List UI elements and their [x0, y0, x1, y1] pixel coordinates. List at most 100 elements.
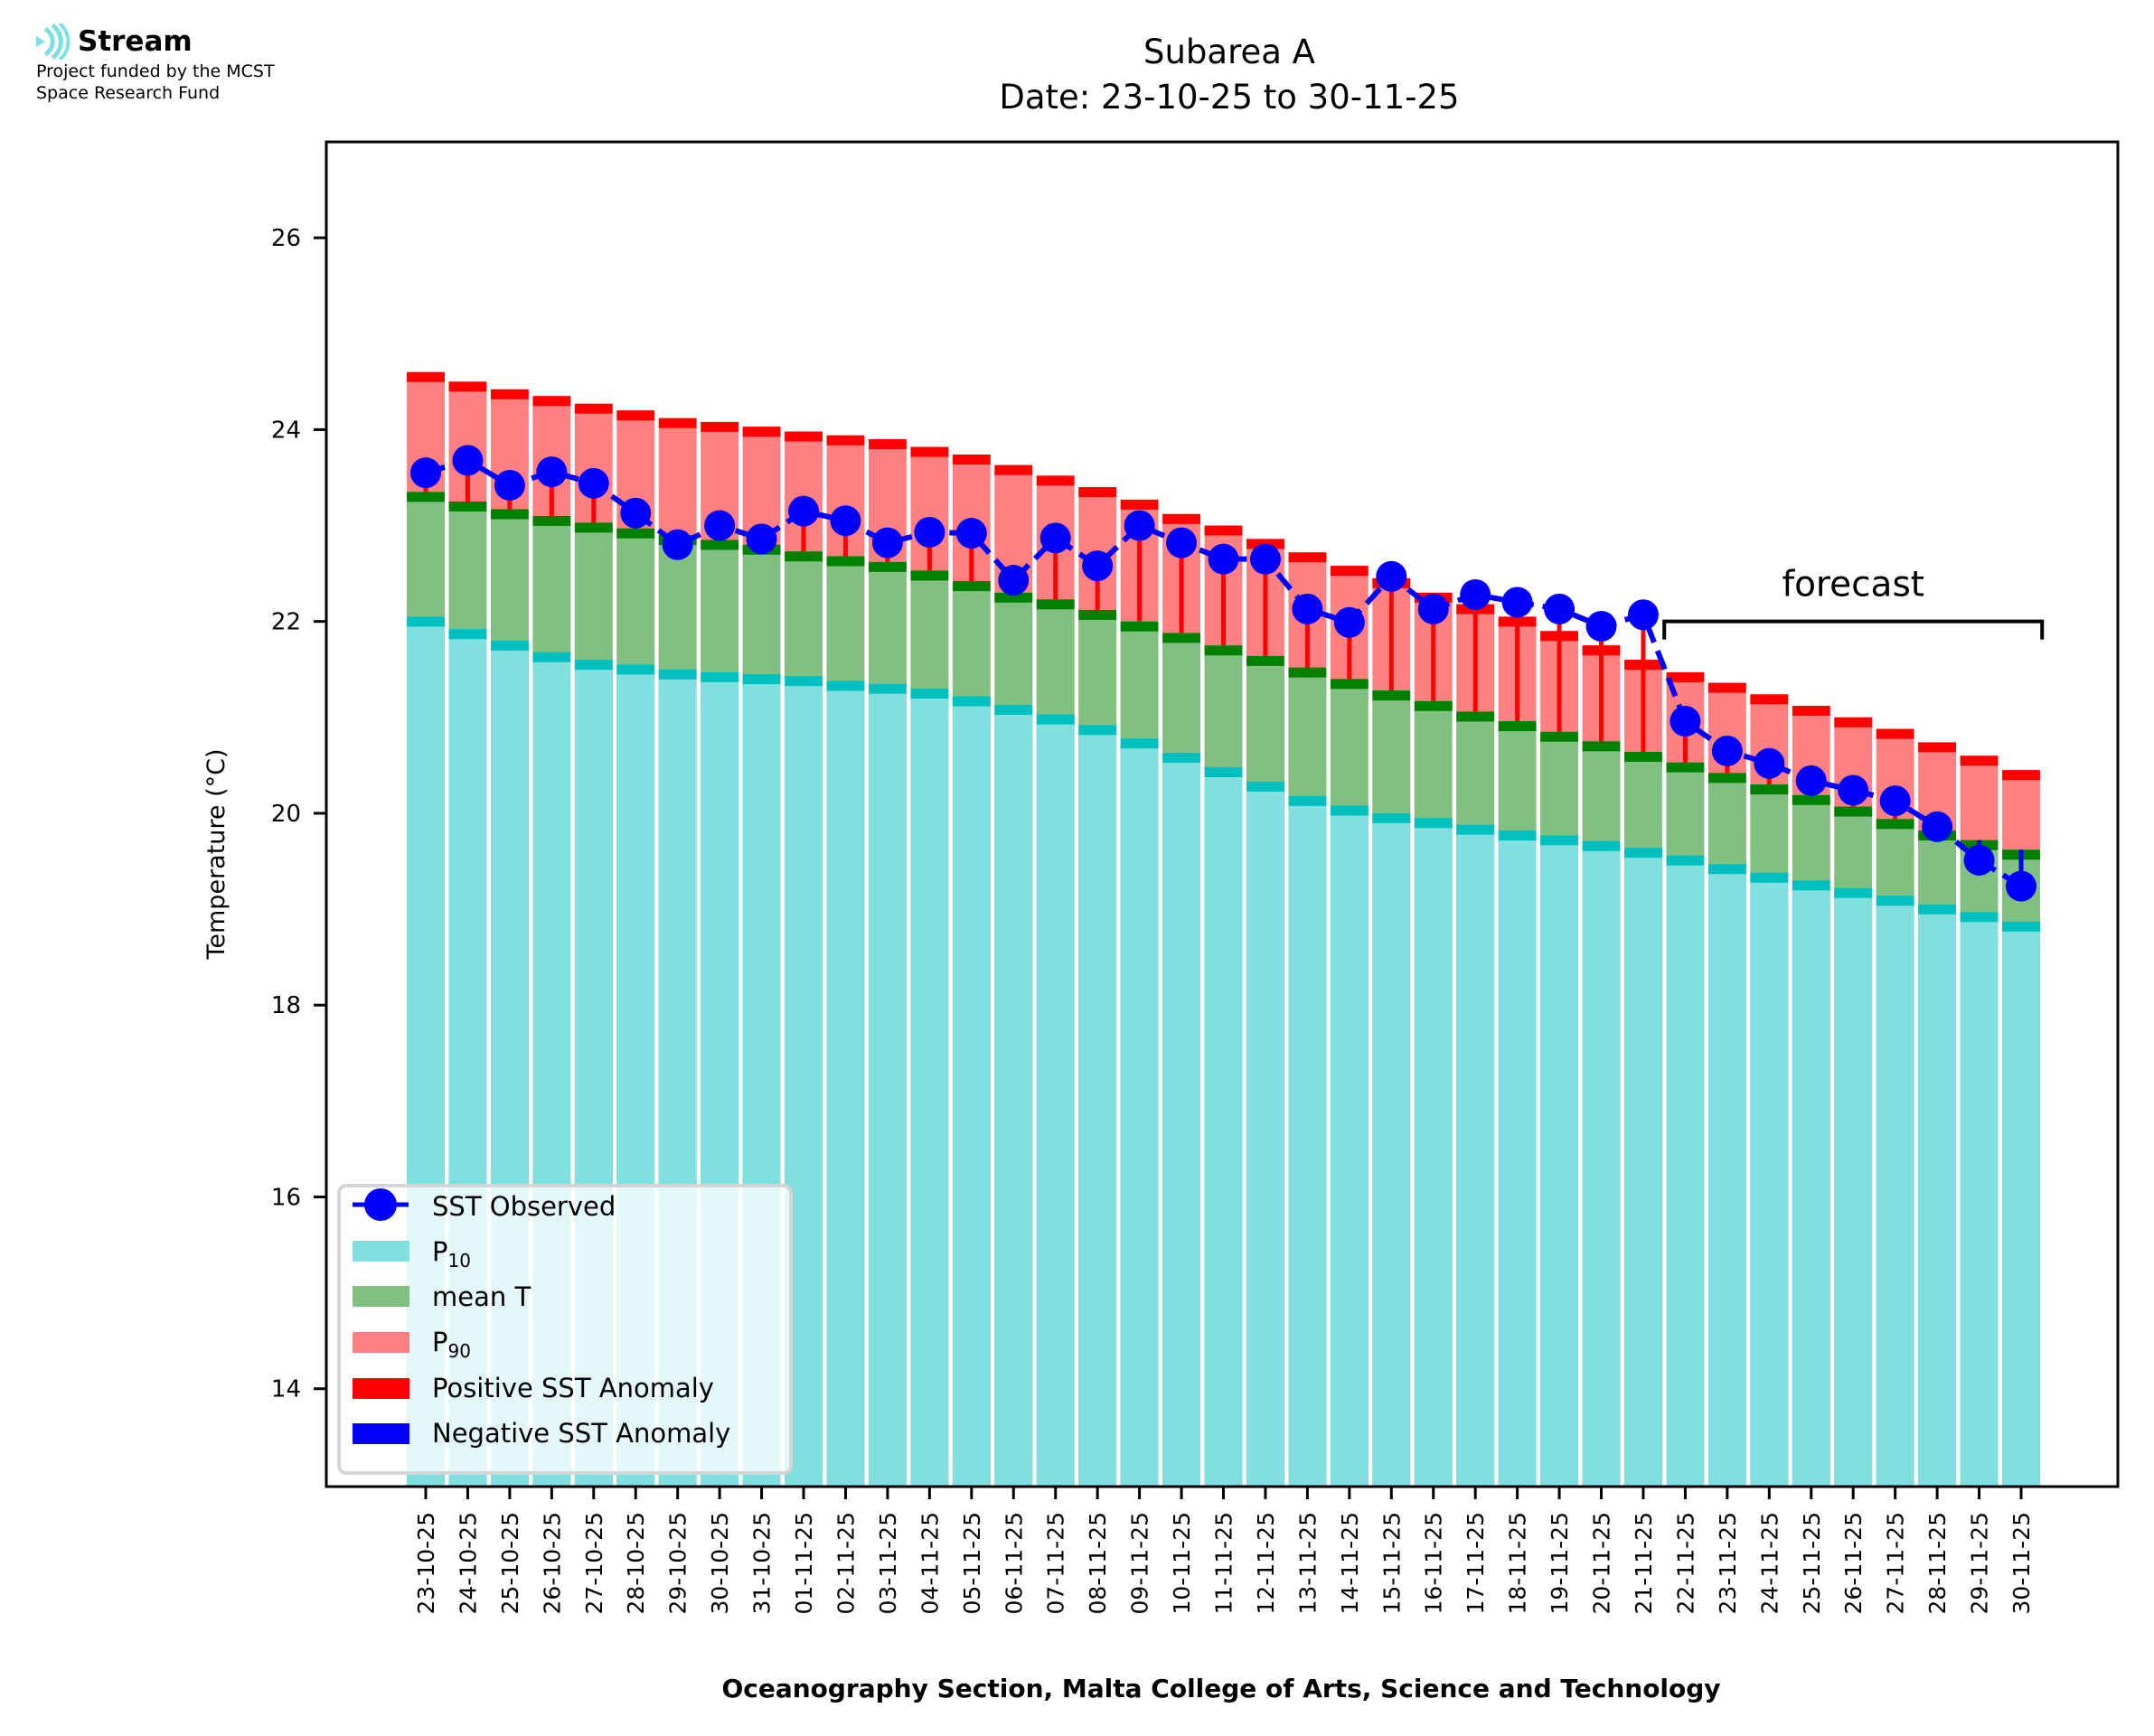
sst-observed-point	[1376, 560, 1407, 592]
bar-p10-cap	[1498, 830, 1537, 841]
x-tick-label: 16-11-25	[1421, 1512, 1447, 1614]
forecast-label: forecast	[1782, 565, 1924, 605]
bar-p10-cap	[952, 696, 991, 707]
bar-p10-cap	[1372, 812, 1411, 823]
sst-observed-point	[1754, 747, 1785, 779]
bar-p10	[1960, 912, 1999, 1487]
sst-observed-point	[1417, 593, 1449, 624]
bar-p90-cap	[616, 410, 655, 421]
bar-p10	[1918, 904, 1957, 1487]
bar-mean-cap	[490, 509, 529, 520]
logo: Stream Project funded by the MCST Space …	[36, 23, 275, 103]
stream-waves-icon	[36, 23, 71, 60]
legend-item-negative-anomaly: Negative SST Anomaly	[353, 1418, 730, 1449]
bar-p90-cap	[1078, 487, 1117, 498]
x-tick-label: 03-11-25	[875, 1512, 901, 1614]
y-tick-label: 14	[271, 1376, 301, 1403]
legend-swatch-positive-anomaly	[353, 1378, 409, 1399]
legend-label-p10: P10	[432, 1236, 471, 1272]
bar-p10-cap	[1707, 864, 1746, 875]
legend-label-p90: P90	[432, 1327, 471, 1362]
bar-p10	[1456, 824, 1495, 1487]
x-tick-label: 22-11-25	[1672, 1512, 1698, 1614]
sst-observed-point	[1838, 774, 1869, 806]
bar-mean-cap	[1246, 655, 1284, 666]
sst-observed-point	[620, 497, 652, 529]
legend-item-p10: P10	[353, 1236, 471, 1272]
x-tick-label: 11-11-25	[1211, 1512, 1237, 1614]
x-axis-label: Oceanography Section, Malta College of A…	[721, 1674, 1720, 1703]
bar-p90-cap	[1120, 499, 1159, 510]
x-tick-label: 24-10-25	[455, 1512, 481, 1614]
bar-p90-cap	[994, 464, 1033, 475]
x-tick-label: 12-11-25	[1253, 1512, 1279, 1614]
x-tick-label: 08-11-25	[1085, 1512, 1111, 1614]
x-tick-label: 21-11-25	[1631, 1512, 1657, 1614]
bar-p10-cap	[532, 652, 571, 662]
bar-p10-cap	[574, 660, 613, 671]
bar-p10-cap	[785, 676, 823, 687]
sst-observed-point	[830, 505, 861, 537]
bar-p90-cap	[1834, 717, 1873, 727]
bar-p10-cap	[1120, 738, 1159, 749]
bar-mean-cap	[1078, 609, 1117, 620]
logo-brand: Stream	[36, 23, 275, 60]
bar-mean-cap	[869, 561, 907, 572]
bar-p10	[1707, 864, 1746, 1487]
x-tick-label: 05-11-25	[959, 1512, 985, 1614]
x-tick-label: 26-11-25	[1840, 1512, 1867, 1614]
bar-p10-cap	[1792, 880, 1830, 891]
bar-mean-cap	[952, 581, 991, 592]
bar-p10-cap	[1666, 855, 1705, 866]
x-tick-label: 18-11-25	[1505, 1512, 1531, 1614]
legend-marker-sst-observed	[364, 1188, 397, 1221]
bar-p90-cap	[742, 427, 781, 437]
bar-mean-cap	[1834, 806, 1873, 817]
bar-p10-cap	[2002, 921, 2040, 932]
bar-p10	[1792, 880, 1830, 1487]
bar-p10	[1666, 855, 1705, 1487]
legend-swatch-p10	[353, 1241, 409, 1262]
sst-observed-point	[1039, 522, 1071, 554]
bar-p10-cap	[910, 688, 949, 699]
sst-observed-point	[1879, 785, 1911, 817]
bar-mean-cap	[785, 551, 823, 562]
x-tick-label: 14-11-25	[1337, 1512, 1363, 1614]
bar-p10	[1204, 766, 1243, 1487]
bar-mean-cap	[1372, 690, 1411, 701]
funding-line-2: Space Research Fund	[36, 83, 221, 103]
sst-observed-point	[1795, 765, 1827, 796]
x-tick-label: 26-10-25	[539, 1512, 565, 1614]
x-tick-label: 10-11-25	[1169, 1512, 1195, 1614]
bar-p10-cap	[658, 669, 697, 680]
bar-mean-cap	[910, 570, 949, 581]
bar-p10	[1624, 848, 1662, 1487]
bar-mean-cap	[1750, 784, 1789, 795]
bar-p90-cap	[1750, 694, 1789, 705]
x-tick-label: 30-10-25	[707, 1512, 733, 1614]
bar-p10-cap	[1918, 904, 1957, 915]
legend: SST Observed P10 mean T P90 Positive SST…	[337, 1184, 793, 1475]
x-tick-label: 13-11-25	[1294, 1512, 1321, 1614]
bar-p90-cap	[826, 435, 865, 446]
bar-p90-cap	[2002, 770, 2040, 781]
sst-observed-point	[1292, 593, 1323, 624]
x-tick-label: 29-10-25	[665, 1512, 691, 1614]
x-tick-label: 27-11-25	[1883, 1512, 1909, 1614]
bar-p10-cap	[490, 640, 529, 651]
bar-p10-cap	[1246, 781, 1284, 792]
sst-observed-point	[788, 495, 820, 527]
bar-mean-cap	[1876, 819, 1914, 830]
bar-mean-cap	[1456, 711, 1495, 722]
x-tick-label: 29-11-25	[1967, 1512, 1993, 1614]
bar-p10-cap	[1960, 912, 1999, 923]
bar-mean-cap	[407, 492, 445, 502]
bar-p10	[869, 683, 907, 1487]
x-tick-label: 23-10-25	[413, 1512, 439, 1614]
legend-swatch-p90	[353, 1332, 409, 1353]
x-tick-label: 20-11-25	[1589, 1512, 1615, 1614]
bar-mean-cap	[1540, 731, 1578, 742]
bar-p90-cap	[1204, 525, 1243, 536]
legend-swatch-negative-anomaly	[353, 1423, 409, 1444]
y-tick-label: 26	[271, 225, 301, 252]
